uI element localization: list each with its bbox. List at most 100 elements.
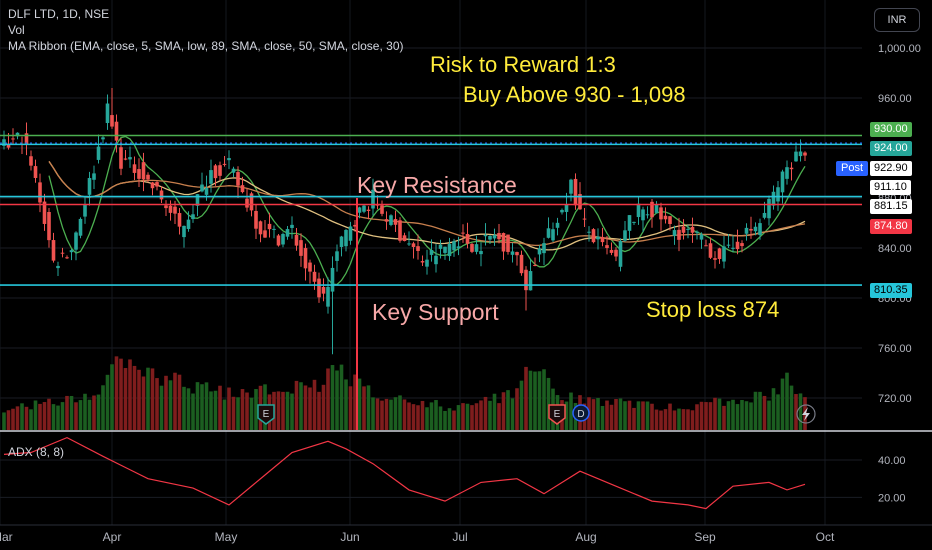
volume-bar: [137, 369, 141, 430]
candle-body: [227, 158, 231, 161]
volume-bar: [177, 374, 182, 430]
candle-body: [483, 234, 488, 237]
volume-bar: [443, 410, 447, 430]
candle-body: [470, 243, 474, 252]
volume-bar: [425, 407, 429, 430]
volume-bar: [47, 398, 51, 430]
volume-bar: [470, 405, 474, 430]
y-tick-label: 760.00: [878, 343, 912, 355]
event-marker[interactable]: E: [548, 404, 566, 425]
volume-bar: [402, 399, 407, 430]
volume-bar: [83, 393, 87, 430]
x-tick-label: Mar: [0, 530, 13, 544]
volume-bar: [519, 380, 524, 430]
candle-body: [740, 243, 744, 247]
candle-body: [717, 248, 722, 259]
adx-line: [3, 436, 806, 510]
candle-body: [285, 229, 290, 237]
candle-body: [47, 211, 51, 241]
risk-reward-annotation: Risk to Reward 1:3: [430, 52, 616, 77]
volume-bar: [344, 379, 348, 430]
candle-body: [101, 137, 105, 140]
volume-bar: [33, 400, 38, 430]
volume-bar: [420, 400, 425, 430]
volume-bar: [650, 403, 654, 430]
volume-bar: [339, 364, 344, 430]
candle-body: [290, 224, 294, 228]
candle-body: [776, 187, 780, 202]
candle-body: [303, 248, 308, 269]
volume-bar: [204, 382, 209, 430]
price-tag-post: 922.90: [870, 161, 912, 176]
volume-bar: [546, 377, 551, 430]
volume-bar: [348, 386, 353, 430]
volume-bar: [168, 380, 173, 430]
candle-body: [695, 231, 699, 233]
candle-body: [272, 228, 276, 230]
volume-bar: [29, 409, 33, 430]
volume-bar: [780, 378, 785, 430]
candle-body: [510, 251, 515, 255]
adx-tick-label: 40.00: [878, 455, 906, 467]
y-tick-label: 960.00: [878, 93, 912, 105]
candle-body: [429, 250, 434, 255]
candle-body: [488, 235, 492, 240]
volume-bar: [771, 388, 776, 430]
svg-text:D: D: [577, 409, 584, 420]
volume-bar: [173, 372, 177, 430]
volume-bar: [11, 408, 15, 430]
volume-bar: [218, 385, 222, 430]
candle-body: [650, 201, 654, 218]
candle-body: [74, 232, 78, 250]
candle-body: [762, 212, 767, 218]
candle-body: [330, 267, 335, 292]
volume-bar: [785, 372, 789, 430]
candle-body: [438, 244, 443, 249]
volume-bar: [753, 391, 758, 430]
event-marker[interactable]: E: [257, 404, 275, 425]
key-support-annotation: Key Support: [372, 299, 499, 325]
volume-bar: [717, 398, 722, 430]
candle-body: [209, 170, 213, 184]
volume-bar: [114, 356, 119, 430]
volume-legend: Vol: [8, 23, 25, 37]
candle-body: [645, 214, 650, 216]
x-tick-label: Jun: [340, 530, 359, 544]
volume-bar: [69, 395, 74, 430]
candle-body: [186, 219, 191, 229]
candle-body: [672, 230, 677, 236]
volume-bar: [744, 401, 749, 430]
volume-bar: [465, 403, 470, 430]
candle-body: [200, 184, 204, 192]
volume-bar: [501, 392, 506, 430]
volume-bar: [492, 393, 497, 430]
candle-body: [497, 233, 501, 240]
volume-bar: [110, 364, 114, 430]
candle-body: [267, 223, 272, 230]
volume-bar: [731, 399, 735, 430]
volume-bar: [740, 400, 744, 430]
candle-body: [722, 246, 726, 262]
volume-bar: [335, 370, 339, 430]
candle-body: [605, 245, 609, 248]
volume-bar: [182, 386, 186, 430]
lightning-icon-glyph: [802, 407, 810, 421]
volume-bar: [236, 397, 240, 430]
volume-bar: [767, 400, 771, 430]
candle-body: [758, 223, 762, 235]
volume-bar: [384, 398, 389, 430]
candle-body: [699, 234, 704, 240]
volume-bar: [713, 397, 717, 430]
volume-bar: [726, 401, 731, 430]
candle-body: [713, 258, 717, 260]
volume-bar: [474, 403, 479, 430]
volume-bar: [213, 390, 218, 430]
volume-bar: [483, 396, 488, 430]
event-marker[interactable]: D: [572, 404, 590, 422]
candle-body: [654, 204, 659, 213]
candle-body: [56, 265, 60, 269]
currency-button[interactable]: INR: [874, 8, 920, 32]
volume-bar: [677, 408, 681, 430]
volume-bar: [119, 358, 123, 430]
